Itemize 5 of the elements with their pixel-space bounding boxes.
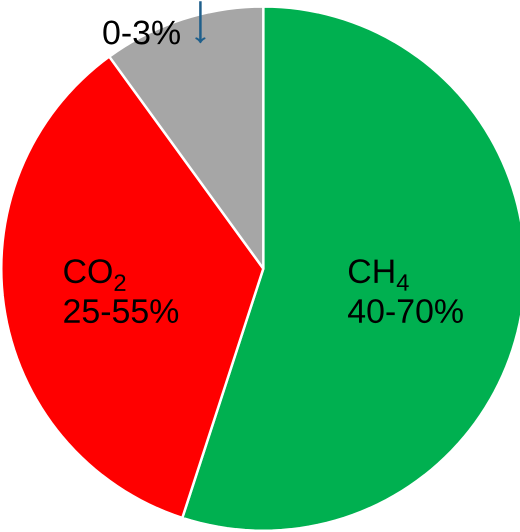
text: 0-3%	[103, 20, 180, 44]
text: 40-70%	[348, 299, 463, 324]
text: 25-55%	[64, 299, 178, 324]
slice-label: CO$_{2}$	[64, 259, 126, 291]
slice-label: CH$_{4}$	[348, 259, 409, 291]
